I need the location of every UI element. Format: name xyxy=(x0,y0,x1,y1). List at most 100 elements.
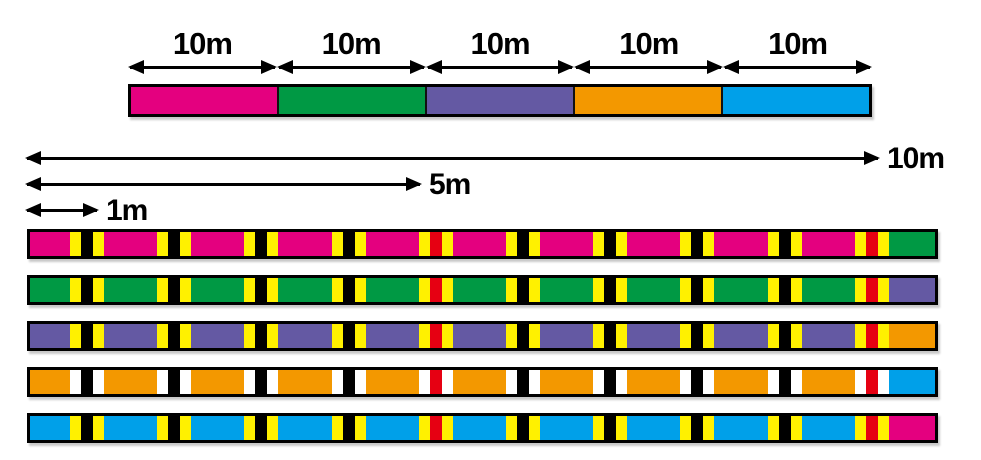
meter-mark-core xyxy=(778,278,791,302)
meter-mark-stripe xyxy=(418,232,430,256)
scale-segment-pink xyxy=(131,87,277,114)
meter-mark-core xyxy=(81,370,93,394)
meter-mark-core xyxy=(168,324,181,348)
meter-mark-stripe xyxy=(93,324,104,348)
meter-mark-stripe xyxy=(767,278,779,302)
line-bar-green xyxy=(27,275,938,305)
meter-mark-stripe xyxy=(331,370,343,394)
10m-mark-core xyxy=(865,370,878,394)
meter-mark-stripe xyxy=(354,370,366,394)
meter-mark-stripe xyxy=(854,416,866,440)
next-color-tail xyxy=(888,370,935,394)
meter-mark-stripe xyxy=(70,324,81,348)
meter-mark-stripe xyxy=(441,324,453,348)
meter-mark-stripe xyxy=(790,232,802,256)
meter-mark-stripe xyxy=(331,232,343,256)
meter-mark-stripe xyxy=(441,232,453,256)
meter-mark-stripe xyxy=(267,232,279,256)
meter-mark-stripe xyxy=(767,370,779,394)
next-color-tail xyxy=(888,278,935,302)
meter-mark-stripe xyxy=(680,232,692,256)
meter-mark-stripe xyxy=(877,278,889,302)
meter-mark-core xyxy=(778,370,791,394)
meter-mark-stripe xyxy=(157,324,169,348)
scale-segment-arrow xyxy=(425,60,575,74)
meter-mark-stripe xyxy=(790,278,802,302)
meter-mark-stripe xyxy=(877,370,889,394)
meter-mark-stripe xyxy=(703,232,715,256)
meter-mark-core xyxy=(255,324,268,348)
meter-mark-stripe xyxy=(70,416,81,440)
meter-mark-stripe xyxy=(616,278,628,302)
meter-mark-core xyxy=(255,370,268,394)
ruler-label-1m: 1m xyxy=(106,194,148,227)
ruler-arrow-5m xyxy=(25,177,422,191)
scale-segment-length-label: 10m xyxy=(172,26,233,61)
meter-mark-stripe xyxy=(244,232,256,256)
meter-mark-core xyxy=(604,370,617,394)
meter-mark-stripe xyxy=(418,370,430,394)
meter-mark-stripe xyxy=(593,370,605,394)
meter-mark-stripe xyxy=(854,232,866,256)
meter-mark-stripe xyxy=(180,324,192,348)
meter-mark-core xyxy=(517,278,529,302)
meter-mark-stripe xyxy=(616,232,628,256)
meter-mark-stripe xyxy=(680,278,692,302)
meter-mark-core xyxy=(342,278,355,302)
ruler-arrow-10m xyxy=(25,151,880,165)
meter-mark-stripe xyxy=(418,324,430,348)
meter-mark-stripe xyxy=(529,416,540,440)
10m-mark-core xyxy=(865,416,878,440)
meter-mark-stripe xyxy=(529,232,540,256)
meter-mark-stripe xyxy=(767,324,779,348)
meter-mark-stripe xyxy=(506,370,517,394)
line-bar-pink xyxy=(27,229,938,259)
line-bar-orange xyxy=(27,367,938,397)
meter-mark-stripe xyxy=(877,232,889,256)
scale-segment-length-label: 10m xyxy=(619,26,679,61)
meter-mark-stripe xyxy=(680,370,692,394)
meter-mark-core xyxy=(691,370,704,394)
10m-mark-core xyxy=(865,324,878,348)
meter-mark-core xyxy=(778,416,791,440)
meter-mark-stripe xyxy=(331,278,343,302)
meter-mark-stripe xyxy=(157,232,169,256)
meter-mark-core xyxy=(342,232,355,256)
meter-mark-stripe xyxy=(180,278,192,302)
meter-mark-core xyxy=(168,278,181,302)
meter-mark-core xyxy=(81,278,93,302)
5m-mark-core xyxy=(429,370,442,394)
meter-mark-core xyxy=(778,232,791,256)
5m-mark-core xyxy=(429,232,442,256)
5m-mark-core xyxy=(429,324,442,348)
ruler-label-5m: 5m xyxy=(429,168,471,201)
meter-mark-stripe xyxy=(354,278,366,302)
5m-mark-core xyxy=(429,416,442,440)
meter-mark-stripe xyxy=(593,324,605,348)
meter-mark-stripe xyxy=(854,324,866,348)
meter-mark-stripe xyxy=(267,324,279,348)
meter-mark-core xyxy=(255,232,268,256)
scale-segment-length-label: 10m xyxy=(768,26,828,61)
meter-mark-stripe xyxy=(616,370,628,394)
meter-mark-core xyxy=(604,232,617,256)
meter-mark-core xyxy=(168,232,181,256)
scale-segment-blue xyxy=(721,87,869,114)
meter-mark-core xyxy=(778,324,791,348)
next-color-tail xyxy=(888,324,935,348)
meter-mark-stripe xyxy=(244,324,256,348)
meter-mark-stripe xyxy=(529,370,540,394)
meter-mark-stripe xyxy=(506,232,517,256)
meter-mark-core xyxy=(81,324,93,348)
meter-mark-stripe xyxy=(70,370,81,394)
scale-segment-green xyxy=(277,87,425,114)
meter-mark-stripe xyxy=(506,324,517,348)
meter-mark-stripe xyxy=(703,416,715,440)
scale-segment-purple xyxy=(425,87,573,114)
meter-mark-stripe xyxy=(244,416,256,440)
meter-mark-stripe xyxy=(616,416,628,440)
meter-mark-stripe xyxy=(354,232,366,256)
meter-mark-stripe xyxy=(418,416,430,440)
meter-mark-core xyxy=(168,370,181,394)
meter-mark-core xyxy=(255,278,268,302)
